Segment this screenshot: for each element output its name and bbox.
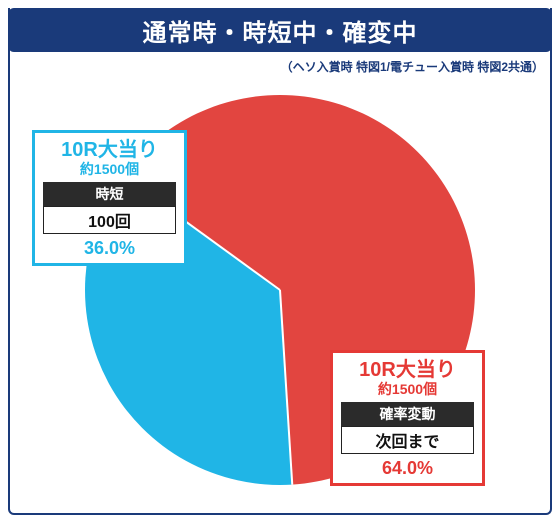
- callout-red-subtitle: 約1500個: [347, 381, 468, 398]
- callout-red-box: 次回まで: [341, 426, 474, 454]
- callout-red-title: 10R大当り: [347, 359, 468, 381]
- callout-red-band: 確率変動: [341, 402, 474, 426]
- callout-blue-percent: 36.0%: [49, 238, 170, 259]
- callout-red-percent: 64.0%: [347, 458, 468, 479]
- callout-blue-title: 10R大当り: [49, 139, 170, 161]
- chart-area: 10R大当り 約1500個 時短 100回 36.0% 10R大当り 約1500…: [10, 90, 550, 513]
- callout-blue-box: 100回: [43, 206, 176, 234]
- callout-blue: 10R大当り 約1500個 時短 100回 36.0%: [32, 130, 187, 266]
- callout-blue-band: 時短: [43, 182, 176, 206]
- chart-subtitle: （ヘソ入賞時 特図1/電チュー入賞時 特図2共通）: [281, 58, 544, 75]
- callout-blue-subtitle: 約1500個: [49, 161, 170, 178]
- callout-red: 10R大当り 約1500個 確率変動 次回まで 64.0%: [330, 350, 485, 486]
